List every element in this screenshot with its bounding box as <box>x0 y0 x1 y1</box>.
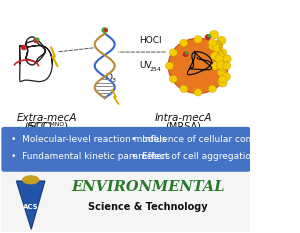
Text: •  Influence of cellular components: • Influence of cellular components <box>131 135 291 144</box>
Circle shape <box>222 55 231 63</box>
Circle shape <box>213 41 222 49</box>
Text: •  Molecular-level reaction models: • Molecular-level reaction models <box>11 135 167 144</box>
Circle shape <box>217 68 226 77</box>
Circle shape <box>208 85 216 93</box>
Circle shape <box>194 36 202 43</box>
Text: O: O <box>106 73 113 82</box>
Circle shape <box>208 42 217 50</box>
Text: ENVIRONMENTAL: ENVIRONMENTAL <box>71 180 225 194</box>
Ellipse shape <box>22 175 40 184</box>
Text: Extra-mecA: Extra-mecA <box>17 113 78 123</box>
Text: (SCC: (SCC <box>24 122 47 132</box>
Circle shape <box>33 38 39 43</box>
Circle shape <box>183 51 189 57</box>
Circle shape <box>205 34 211 40</box>
Circle shape <box>185 51 189 55</box>
Circle shape <box>220 61 229 70</box>
Circle shape <box>214 43 223 51</box>
Circle shape <box>194 89 202 96</box>
Circle shape <box>210 31 219 39</box>
Circle shape <box>216 61 225 69</box>
Text: (MRSA): (MRSA) <box>165 122 201 132</box>
Circle shape <box>211 52 220 60</box>
Circle shape <box>218 79 227 87</box>
Text: Science & Technology: Science & Technology <box>88 202 208 212</box>
Text: (SCCᴹᴺᴼ): (SCCᴹᴺᴼ) <box>26 122 68 132</box>
Circle shape <box>212 44 221 52</box>
Circle shape <box>218 63 227 71</box>
Text: •  Fundamental kinetic parameters: • Fundamental kinetic parameters <box>11 152 170 161</box>
Text: •  Effect of cell aggregation: • Effect of cell aggregation <box>131 152 256 161</box>
Text: Intra-mecA: Intra-mecA <box>154 113 212 123</box>
Circle shape <box>219 75 227 83</box>
FancyBboxPatch shape <box>2 169 250 232</box>
Text: ACS: ACS <box>23 204 39 210</box>
FancyBboxPatch shape <box>2 127 250 172</box>
Circle shape <box>168 38 228 93</box>
Text: UV: UV <box>140 61 152 70</box>
Circle shape <box>213 42 222 50</box>
Circle shape <box>215 55 224 63</box>
Circle shape <box>165 62 173 69</box>
Text: ): ) <box>47 122 51 132</box>
Circle shape <box>180 39 188 47</box>
Circle shape <box>208 39 216 47</box>
Circle shape <box>180 85 188 93</box>
Circle shape <box>104 28 108 32</box>
Circle shape <box>210 62 219 70</box>
Circle shape <box>219 49 227 56</box>
Circle shape <box>221 72 230 81</box>
Text: 3: 3 <box>112 78 116 83</box>
Circle shape <box>35 38 40 41</box>
Circle shape <box>207 34 211 38</box>
Circle shape <box>101 27 108 33</box>
Circle shape <box>218 77 226 86</box>
Circle shape <box>21 45 27 50</box>
Circle shape <box>169 49 177 56</box>
Circle shape <box>217 36 226 45</box>
Circle shape <box>223 62 231 69</box>
Polygon shape <box>16 181 45 229</box>
Text: HOCl: HOCl <box>140 36 162 45</box>
Text: 254: 254 <box>149 67 161 72</box>
Circle shape <box>169 75 177 83</box>
